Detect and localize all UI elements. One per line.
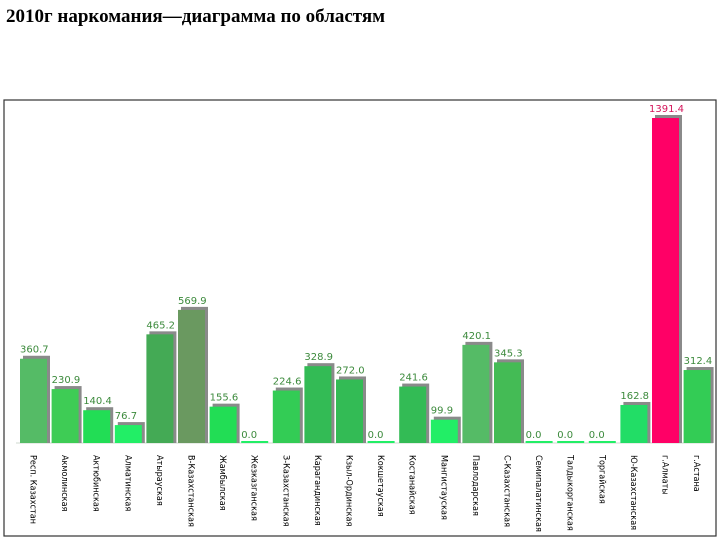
value-label: 0.0 [241,430,257,441]
value-label: 76.7 [115,411,137,422]
category-label: г.Астана [691,455,701,492]
bar [304,366,332,443]
category-label: Торгайская [596,454,606,504]
value-label: 465.2 [146,320,175,331]
bar [399,386,427,443]
value-label: 162.8 [620,391,649,402]
bar [652,118,679,443]
category-label: Кокшетауская [375,455,385,517]
bar [146,334,174,443]
value-label: 345.3 [494,348,523,359]
value-label: 224.6 [273,377,302,388]
category-label: Актюбинская [91,455,102,512]
value-label: 420.1 [462,331,491,342]
category-label: Семипалатинская [533,455,543,532]
bar [20,358,47,443]
chart-border [3,99,717,537]
bar [272,390,300,443]
bar [620,404,648,443]
category-label: Павлодарская [470,455,480,516]
slide-title: 2010г наркомания—диаграмма по областям [6,6,386,27]
category-label: Жезказганская [249,455,259,521]
value-label: 1391.4 [649,104,684,115]
value-label: 0.0 [589,430,605,441]
category-label: Мангистауская [438,455,448,520]
value-label: 140.4 [83,396,112,407]
category-label: С-Казахстанская [502,455,512,527]
value-label: 312.4 [684,356,713,367]
value-label: 155.6 [210,393,239,404]
bar [209,406,237,443]
category-labels-group: Респ. Казахстан Акмолинская Актюбинская Алм… [28,454,702,532]
value-label: 0.0 [526,430,542,441]
bar [114,425,142,443]
bar [683,370,711,443]
category-label: Кзыл-Ординская [344,455,354,527]
bar [178,309,205,443]
bar [494,362,521,443]
bar [83,410,111,443]
category-label: Костанайская [407,455,417,515]
category-label: Атырауская [154,455,164,506]
chart-frame [3,99,717,537]
category-label: Жамбылская [217,455,228,511]
category-label: Алматинская [122,455,132,511]
category-label: Ю-Казахстанская [628,455,638,530]
category-label: Талдыкорганская [565,454,575,531]
bar [430,419,458,443]
value-label: 241.6 [399,373,428,384]
bar [462,344,490,443]
category-label: Карагандинская [312,455,322,526]
value-label: 569.9 [178,296,207,307]
bar [51,389,79,443]
value-label: 230.9 [52,375,81,386]
category-label: З-Казахстанская [280,455,290,527]
value-label: 272.0 [336,365,365,376]
value-label: 0.0 [557,430,573,441]
category-label: Акмолинская [59,455,69,512]
category-label: Респ. Казахстан [28,455,38,524]
value-label: 99.9 [431,406,453,417]
bar [336,379,363,443]
bars-group [20,115,714,443]
category-label: В-Казахстанская [186,455,196,527]
value-label: 360.7 [20,345,49,356]
value-label: 328.9 [304,352,333,363]
category-label: г.Алматы [660,455,670,495]
value-label: 0.0 [368,430,384,441]
